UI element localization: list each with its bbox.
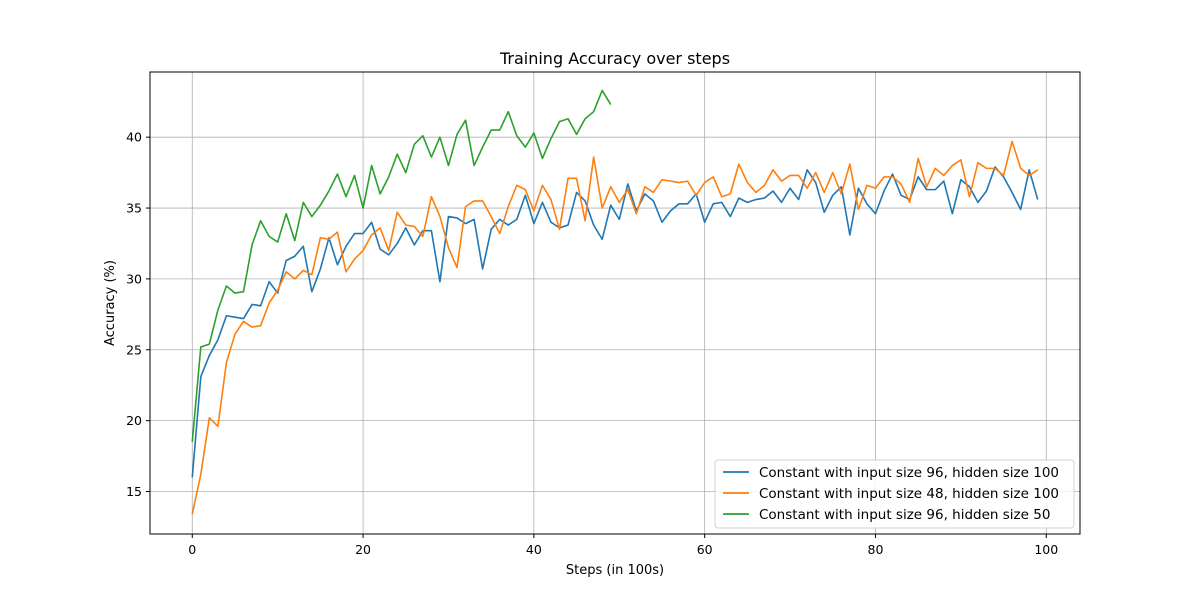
x-axis-label: Steps (in 100s) xyxy=(566,563,664,578)
legend-box xyxy=(714,459,1075,529)
y-tick-label: 25 xyxy=(126,342,142,357)
x-axis-ticks: 0 20 40 60 80 100 xyxy=(188,534,1058,557)
series-line-2 xyxy=(191,140,1039,515)
x-tick-label: 40 xyxy=(526,542,542,557)
plot-area-frame xyxy=(149,71,1081,535)
x-tick-label: 20 xyxy=(355,542,371,557)
series-line-1 xyxy=(191,166,1039,478)
grid xyxy=(150,72,1080,534)
y-tick-label: 35 xyxy=(126,201,142,216)
x-tick-label: 60 xyxy=(697,542,713,557)
y-tick-label: 15 xyxy=(126,484,142,499)
x-tick-label: 0 xyxy=(188,542,196,557)
chart-title: Training Accuracy over steps xyxy=(499,49,730,68)
legend-entry-label: Constant with input size 48, hidden size… xyxy=(759,486,1059,502)
series-line-3 xyxy=(191,89,612,442)
y-tick-label: 30 xyxy=(126,271,142,286)
x-tick-label: 80 xyxy=(868,542,884,557)
legend: Constant with input size 96, hidden size… xyxy=(714,459,1075,529)
y-tick-label: 40 xyxy=(126,130,142,145)
y-tick-label: 20 xyxy=(126,413,142,428)
y-axis-label: Accuracy (%) xyxy=(103,260,118,346)
x-tick-label: 100 xyxy=(1034,542,1058,557)
legend-entry-label: Constant with input size 96, hidden size… xyxy=(759,465,1059,481)
y-axis-ticks: 15 20 25 30 35 40 xyxy=(126,130,150,499)
series-layer xyxy=(191,89,1039,515)
legend-entry-label: Constant with input size 96, hidden size… xyxy=(759,507,1050,523)
